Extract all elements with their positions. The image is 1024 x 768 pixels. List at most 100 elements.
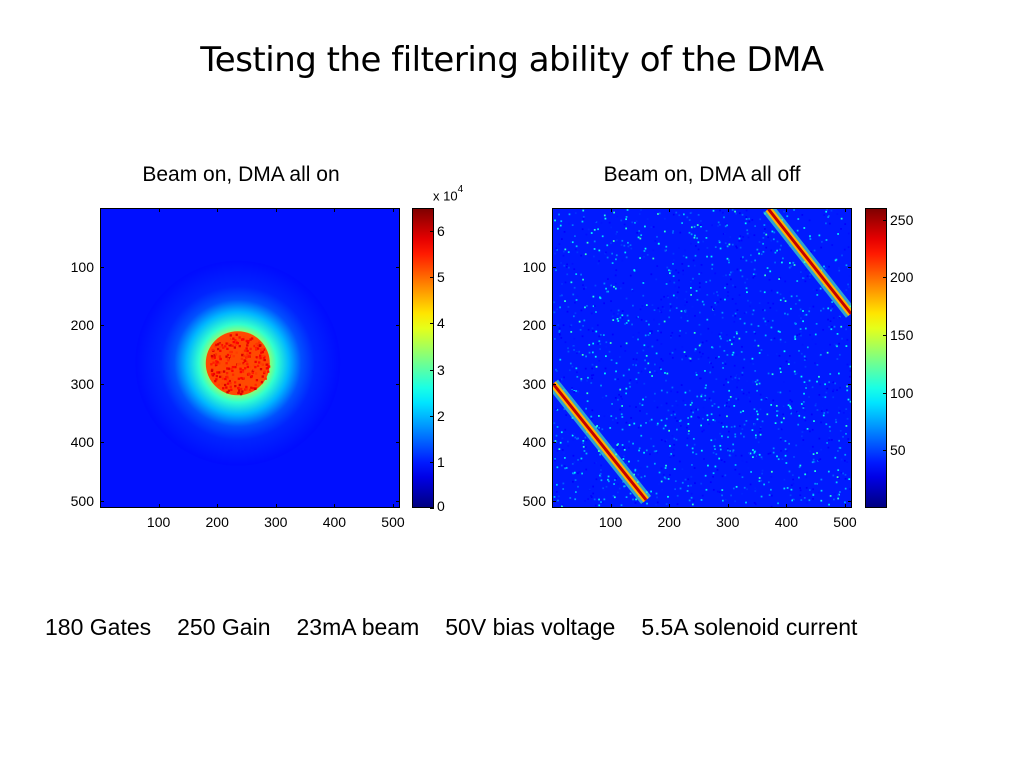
noise-pixel — [610, 415, 613, 417]
noise-pixel — [777, 458, 780, 461]
noise-pixel — [647, 362, 650, 365]
noise-pixel — [831, 308, 833, 310]
noise-pixel — [799, 328, 802, 330]
noise-pixel — [592, 492, 595, 495]
noise-pixel — [778, 278, 781, 280]
noise-pixel — [718, 457, 721, 460]
noise-pixel — [588, 351, 591, 354]
noise-pixel — [577, 485, 579, 488]
noise-pixel — [669, 352, 671, 355]
noise-pixel — [637, 473, 640, 476]
noise-pixel — [840, 325, 843, 328]
noise-pixel — [831, 305, 834, 308]
noise-pixel — [573, 391, 576, 393]
noise-pixel — [603, 489, 606, 491]
noise-pixel — [694, 482, 696, 485]
noise-pixel — [686, 444, 689, 447]
noise-pixel — [581, 353, 584, 356]
noise-pixel — [737, 310, 740, 313]
speckle — [255, 360, 259, 363]
speckle — [266, 366, 269, 370]
noise-pixel — [689, 280, 692, 283]
noise-pixel — [673, 437, 676, 440]
noise-pixel — [751, 219, 754, 221]
noise-pixel — [625, 227, 628, 230]
noise-pixel — [572, 454, 575, 457]
noise-pixel — [563, 376, 565, 379]
noise-pixel — [690, 242, 692, 245]
noise-pixel — [765, 233, 768, 236]
noise-pixel — [684, 249, 686, 252]
noise-pixel — [770, 475, 773, 478]
noise-pixel — [555, 368, 557, 371]
noise-pixel — [808, 499, 811, 502]
speckle — [257, 356, 261, 359]
noise-pixel — [685, 355, 687, 357]
speckle — [256, 364, 260, 368]
noise-pixel — [714, 302, 717, 304]
noise-pixel — [671, 356, 674, 359]
noise-pixel — [721, 311, 724, 314]
noise-pixel — [745, 287, 748, 290]
speckle — [226, 382, 230, 385]
noise-pixel — [609, 342, 612, 344]
noise-pixel — [633, 422, 636, 425]
noise-pixel — [790, 307, 792, 310]
noise-pixel — [660, 370, 663, 372]
noise-pixel — [564, 281, 567, 284]
noise-pixel — [622, 458, 625, 460]
noise-pixel — [557, 324, 559, 326]
noise-pixel — [754, 380, 757, 383]
noise-pixel — [745, 461, 748, 463]
noise-pixel — [744, 281, 747, 284]
colorbar-tick-label: 150 — [890, 326, 914, 343]
noise-pixel — [844, 453, 847, 456]
noise-pixel — [603, 498, 606, 501]
speckle — [225, 362, 228, 365]
noise-pixel — [626, 209, 629, 211]
noise-pixel — [663, 476, 666, 479]
noise-pixel — [847, 438, 850, 440]
noise-pixel — [729, 271, 732, 274]
noise-pixel — [819, 354, 821, 357]
noise-pixel — [643, 451, 645, 454]
noise-pixel — [837, 411, 840, 414]
noise-pixel — [724, 498, 727, 501]
noise-pixel — [649, 330, 652, 333]
noise-pixel — [779, 338, 782, 341]
speckle — [261, 354, 265, 358]
noise-pixel — [611, 333, 614, 336]
noise-pixel — [729, 396, 732, 398]
x-tick-label: 400 — [774, 514, 799, 530]
noise-pixel — [784, 300, 787, 302]
noise-pixel — [670, 453, 673, 455]
noise-pixel — [675, 411, 678, 414]
noise-pixel — [849, 375, 851, 378]
noise-pixel — [647, 345, 649, 348]
noise-pixel — [655, 371, 658, 374]
speckle — [243, 368, 246, 371]
noise-pixel — [734, 433, 737, 436]
noise-pixel — [564, 300, 566, 302]
noise-pixel — [738, 237, 741, 240]
left-heatmap — [100, 208, 400, 508]
noise-pixel — [604, 367, 607, 370]
noise-pixel — [660, 480, 663, 483]
x-tick-label: 500 — [833, 514, 857, 530]
noise-pixel — [720, 337, 722, 340]
noise-pixel — [670, 305, 673, 308]
noise-pixel — [759, 427, 762, 430]
noise-pixel — [627, 241, 629, 244]
noise-pixel — [621, 314, 624, 317]
x-tick-label: 400 — [322, 514, 347, 530]
noise-pixel — [653, 318, 655, 321]
speckle — [253, 368, 256, 371]
noise-pixel — [739, 235, 742, 238]
noise-pixel — [668, 269, 670, 272]
noise-pixel — [628, 446, 630, 449]
noise-pixel — [729, 236, 732, 239]
noise-pixel — [780, 244, 782, 247]
noise-pixel — [732, 284, 734, 287]
noise-pixel — [747, 299, 749, 302]
noise-pixel — [561, 294, 563, 297]
